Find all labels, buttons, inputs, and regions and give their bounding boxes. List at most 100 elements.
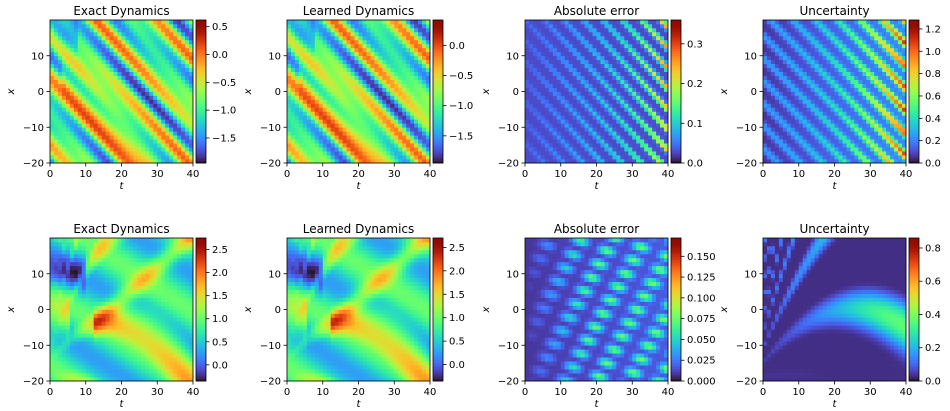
heatmap-cell [580,95,585,100]
heatmap-cell [572,31,577,37]
heatmap-cell [177,147,182,152]
heatmap-cell [402,107,407,112]
heatmap-cell [173,115,178,120]
heatmap-cell [342,63,347,69]
heatmap-cell [414,127,419,132]
heatmap-cell [53,35,59,41]
heatmap-cell [137,103,142,108]
heatmap-cell [370,111,375,116]
heatmap-cell [165,75,170,80]
heatmap-cell [616,107,621,112]
heatmap-cell [181,111,186,116]
heatmap-cell [798,20,804,25]
heatmap-cell [318,75,324,80]
heatmap-cell [338,35,343,41]
heatmap-cell [346,47,351,53]
heatmap-cell [628,91,633,96]
heatmap-cell [394,67,399,72]
heatmap-cell [406,83,411,88]
heatmap-cell [81,27,87,33]
heatmap-cell [330,83,336,88]
heatmap-cell [101,139,106,144]
heatmap-cell [298,135,304,140]
heatmap-cell [552,107,558,112]
heatmap-cell [782,91,788,96]
heatmap-cell [350,131,355,136]
heatmap-cell [378,135,383,140]
heatmap-cell [624,67,629,72]
heatmap-cell [632,139,637,144]
heatmap-cell [121,143,126,148]
heatmap-cell [528,147,534,152]
heatmap-cell [149,67,154,72]
heatmap-cell [322,47,328,53]
heatmap-cell [153,139,158,144]
heatmap-cell [97,35,102,41]
heatmap-cell [528,43,534,49]
heatmap-cell [185,95,190,100]
heatmap-cell [564,155,570,160]
heatmap-cell [636,20,641,25]
heatmap-cell [838,35,843,41]
heatmap-cell [57,39,63,45]
heatmap-cell [806,143,812,148]
heatmap-cell [117,20,122,25]
heatmap-cell [525,71,530,76]
heatmap-cell [77,155,83,160]
heatmap-cell [532,59,538,65]
heatmap-cell [418,43,423,49]
heatmap-cell [402,47,407,53]
heatmap-cell [294,119,300,124]
heatmap-cell [137,147,142,152]
colorbar-band [671,151,681,154]
heatmap-cell [604,131,609,136]
heatmap-cell [290,159,296,164]
heatmap-cell [314,99,320,104]
heatmap-cell [644,155,649,160]
heatmap-cell [766,95,772,100]
heatmap-cell [306,31,312,37]
heatmap-cell [113,87,118,92]
heatmap-cell [660,83,665,88]
heatmap-cell [782,31,788,37]
colorbar-band [196,46,206,49]
heatmap-cell [770,43,776,49]
heatmap-cell [528,75,534,80]
heatmap-cell [125,35,130,41]
heatmap-cell [794,103,800,108]
heatmap-cell [628,43,633,49]
heatmap-cell [89,87,95,92]
heatmap-cell [766,51,772,57]
heatmap-cell [604,27,609,33]
heatmap-cell [624,87,629,92]
heatmap-cell [338,159,343,164]
heatmap-cell [556,59,562,65]
heatmap-cell [354,75,359,80]
heatmap-cell [802,115,808,120]
heatmap-cell [540,107,546,112]
y-tick-label: −10 [498,123,519,134]
heatmap-cell [157,51,162,57]
heatmap-cell [822,119,827,124]
heatmap-cell [632,83,637,88]
heatmap-cell [287,39,292,45]
heatmap-cell [145,79,150,84]
heatmap-cell [105,27,110,33]
heatmap-cell [157,67,162,72]
heatmap-cell [842,115,847,120]
heatmap-cell [169,159,174,164]
colorbar-band [433,129,443,133]
heatmap-cell [636,47,641,53]
heatmap-cell [386,155,391,160]
heatmap-cell [394,43,399,49]
heatmap-cell [774,79,780,84]
heatmap-cell [548,27,554,33]
heatmap-cell [826,127,831,132]
heatmap-cell [834,99,839,104]
heatmap-cell [850,143,855,148]
heatmap-cell [109,99,114,104]
heatmap-cell [125,20,130,25]
heatmap-cell [157,95,162,100]
heatmap-cell [318,147,324,152]
heatmap-cell [568,43,574,49]
